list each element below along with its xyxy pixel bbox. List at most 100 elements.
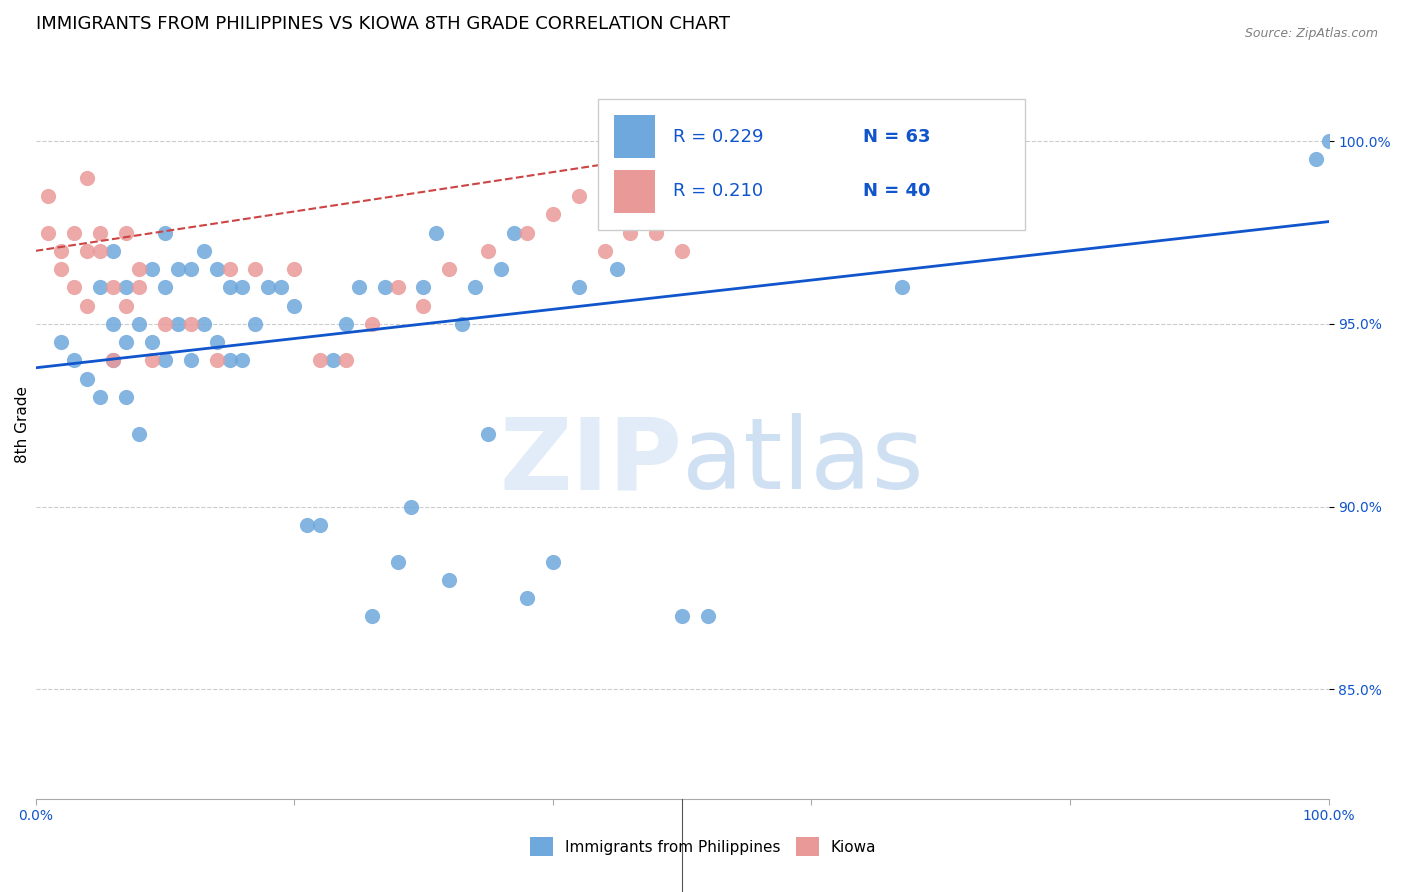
Text: R = 0.229: R = 0.229 [673, 128, 763, 145]
Point [193, 317, 215, 331]
Point [128, 262, 150, 277]
Point [51, 244, 73, 258]
Point [593, 244, 616, 258]
Point [63, 353, 86, 368]
Point [115, 226, 138, 240]
Point [76, 244, 98, 258]
Point [541, 207, 564, 221]
Point [309, 353, 332, 368]
Point [645, 226, 668, 240]
Point [89, 390, 111, 404]
Point [412, 299, 434, 313]
Point [568, 189, 591, 203]
Point [76, 170, 98, 185]
Point [153, 317, 176, 331]
Point [295, 518, 318, 533]
Point [101, 280, 124, 294]
Point [115, 299, 138, 313]
Point [489, 262, 512, 277]
Point [697, 609, 720, 624]
Point [917, 189, 939, 203]
Point [541, 554, 564, 568]
Point [141, 335, 163, 350]
Point [128, 280, 150, 294]
Point [257, 280, 280, 294]
Point [89, 226, 111, 240]
Legend: Immigrants from Philippines, Kiowa: Immigrants from Philippines, Kiowa [523, 831, 883, 862]
Point [477, 244, 499, 258]
Point [231, 280, 253, 294]
Point [153, 353, 176, 368]
Point [890, 280, 912, 294]
Point [166, 317, 188, 331]
Point [464, 280, 486, 294]
Point [128, 426, 150, 441]
Point [270, 280, 292, 294]
Point [180, 317, 202, 331]
Point [387, 280, 409, 294]
Point [335, 317, 357, 331]
Point [101, 353, 124, 368]
Point [101, 317, 124, 331]
Text: Source: ZipAtlas.com: Source: ZipAtlas.com [1244, 27, 1378, 40]
Point [451, 317, 474, 331]
Point [283, 262, 305, 277]
Point [360, 609, 382, 624]
Point [37, 226, 59, 240]
Point [735, 207, 758, 221]
Point [245, 262, 267, 277]
Point [76, 372, 98, 386]
Point [76, 299, 98, 313]
Point [63, 280, 86, 294]
Text: N = 40: N = 40 [863, 183, 931, 201]
Point [193, 244, 215, 258]
Point [205, 335, 228, 350]
Point [180, 262, 202, 277]
Point [399, 500, 422, 514]
Y-axis label: 8th Grade: 8th Grade [15, 386, 30, 463]
Point [671, 609, 693, 624]
Point [37, 189, 59, 203]
Point [89, 244, 111, 258]
FancyBboxPatch shape [613, 169, 655, 213]
Point [231, 353, 253, 368]
Point [503, 226, 526, 240]
Point [205, 353, 228, 368]
Point [1305, 153, 1327, 167]
Point [218, 262, 240, 277]
Point [166, 262, 188, 277]
Point [205, 262, 228, 277]
Point [115, 390, 138, 404]
Point [671, 244, 693, 258]
Point [115, 335, 138, 350]
Text: IMMIGRANTS FROM PHILIPPINES VS KIOWA 8TH GRADE CORRELATION CHART: IMMIGRANTS FROM PHILIPPINES VS KIOWA 8TH… [35, 15, 730, 33]
Point [141, 262, 163, 277]
Text: ZIP: ZIP [499, 413, 682, 510]
Point [115, 280, 138, 294]
Point [516, 226, 538, 240]
Point [412, 280, 434, 294]
Point [101, 353, 124, 368]
Point [309, 518, 332, 533]
Point [153, 280, 176, 294]
Point [360, 317, 382, 331]
Point [128, 317, 150, 331]
Point [839, 170, 862, 185]
Point [374, 280, 396, 294]
Point [245, 317, 267, 331]
Point [322, 353, 344, 368]
Text: N = 63: N = 63 [863, 128, 931, 145]
Point [439, 573, 461, 587]
Point [619, 226, 641, 240]
Point [606, 262, 628, 277]
Point [51, 335, 73, 350]
Point [218, 280, 240, 294]
FancyBboxPatch shape [613, 115, 655, 159]
Point [568, 280, 591, 294]
Point [89, 280, 111, 294]
Point [347, 280, 370, 294]
Point [865, 189, 887, 203]
Point [335, 353, 357, 368]
Point [425, 226, 447, 240]
Point [180, 353, 202, 368]
